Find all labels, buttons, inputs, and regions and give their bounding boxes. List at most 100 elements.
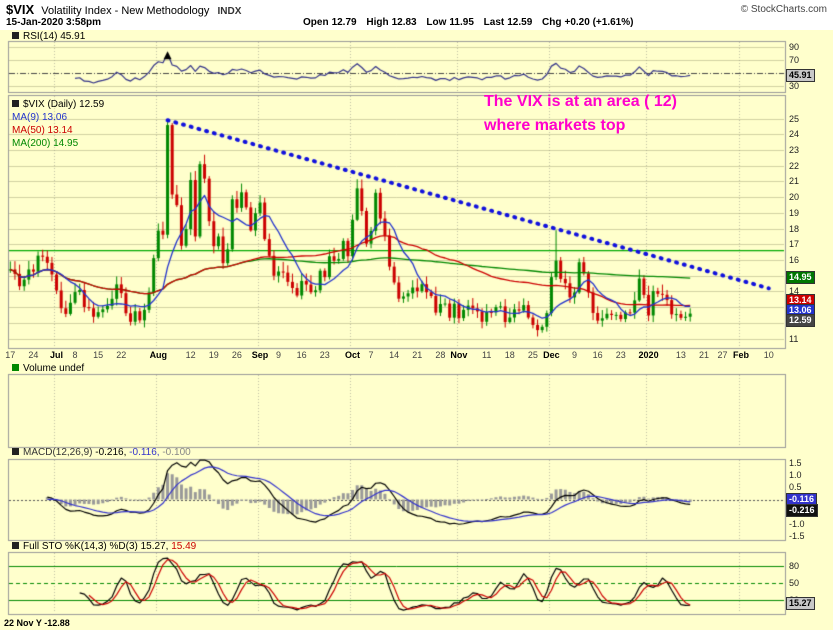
datetime: 15-Jan-2020 3:58pm	[6, 17, 102, 28]
rsi-panel-icon	[12, 32, 19, 39]
volume-label-text: Volume undef	[23, 363, 85, 374]
x-axis-label: 17	[5, 350, 16, 360]
chg-label: Chg	[542, 17, 562, 28]
last-value: 12.59	[507, 17, 533, 28]
high-label: High	[366, 17, 389, 28]
x-axis-label: 9	[276, 350, 282, 360]
macd-axis-label: 0.5	[789, 482, 802, 493]
price-axis-label: 14	[789, 286, 800, 297]
price-axis-label: 25	[789, 113, 800, 124]
price-axis-label: 24	[789, 129, 800, 140]
macd-axis-label: 1.5	[789, 458, 802, 469]
x-axis-label: 27	[717, 350, 728, 360]
chart-header: $VIX Volatility Index - New Methodology …	[0, 0, 833, 30]
macd-name: MACD(12,26,9)	[23, 447, 93, 458]
symbol: $VIX	[6, 2, 35, 17]
x-axis-label: 13	[675, 350, 686, 360]
price-axis-label: 17	[789, 239, 800, 250]
chart-annotation: The VIX is at an area ( 12) where market…	[484, 90, 677, 138]
x-axis-label: 14	[389, 350, 400, 360]
x-axis-label: Jul	[50, 350, 64, 360]
x-axis-label: 26	[231, 350, 242, 360]
x-axis-label: Aug	[149, 350, 168, 360]
price-axis-label: 19	[789, 207, 800, 218]
cropped-panel-label: 22 Nov Y -12.88	[4, 618, 70, 628]
macd-hist-value: -0.100	[162, 447, 191, 458]
low-label: Low	[426, 17, 447, 28]
price-axis-label: 16	[789, 255, 800, 266]
x-axis-label: 24	[28, 350, 39, 360]
sto-name: Full STO %K(14,3) %D(3)	[23, 541, 138, 552]
axis-value-box: 45.91	[786, 69, 815, 83]
price-axis-label: 23	[789, 145, 800, 156]
axis-value-box: -0.216	[786, 503, 818, 517]
x-axis-label: 2020	[638, 350, 659, 360]
price-axis-label: 22	[789, 160, 800, 171]
x-axis-label: 22	[116, 350, 127, 360]
last-label: Last	[483, 17, 505, 28]
volume-panel-icon	[12, 364, 19, 371]
x-axis-label: 11	[482, 350, 492, 360]
x-axis-label: 16	[296, 350, 307, 360]
x-axis-label: Sep	[251, 350, 269, 360]
chg-value: +0.20 (+1.61%)	[564, 17, 634, 28]
sto-d-value: 15.49	[171, 541, 197, 552]
rsi-axis-label: 30	[789, 80, 800, 91]
rsi-axis-label: 70	[789, 55, 800, 66]
sto-k-value: 15.27,	[140, 541, 169, 552]
x-axis-label: 15	[93, 350, 104, 360]
macd-axis-label: 1.0	[789, 470, 802, 481]
high-value: 12.83	[391, 17, 417, 28]
x-axis-label: 19	[208, 350, 219, 360]
rsi-axis-label: 90	[789, 42, 800, 53]
quote-row: Open 12.79 High 12.83 Low 11.95 Last 12.59 C…	[296, 17, 633, 28]
price-axis-label: 18	[789, 223, 800, 234]
annotation-line1: The VIX is at an area ( 12)	[484, 93, 677, 110]
x-axis-label: 8	[72, 350, 78, 360]
annotation-line2: where markets top	[484, 117, 626, 134]
sto-panel-label: Full STO %K(14,3) %D(3) 15.27, 15.49	[12, 541, 196, 552]
macd-signal-value: -0.116,	[129, 447, 160, 458]
low-value: 11.95	[449, 17, 474, 28]
index-name: Volatility Index - New Methodology	[41, 5, 210, 17]
rsi-label-text: RSI(14) 45.91	[23, 31, 86, 42]
x-axis-label: Dec	[543, 350, 560, 360]
axis-value-box: 15.27	[786, 597, 815, 611]
exchange: INDX	[217, 6, 242, 17]
macd-value: -0.216,	[95, 447, 127, 458]
price-axis-label: 11	[789, 333, 799, 344]
x-axis-label: 21	[699, 350, 710, 360]
rsi-panel-label: RSI(14) 45.91	[12, 31, 85, 42]
price-axis-label: 20	[789, 192, 800, 203]
x-axis-label: 7	[368, 350, 374, 360]
x-axis-label: 16	[592, 350, 603, 360]
x-axis-label: 12	[185, 350, 196, 360]
open-label: Open	[303, 17, 329, 28]
x-axis-label: 18	[504, 350, 515, 360]
legend-ma9: MA(9) 13.06	[12, 112, 68, 123]
sto-axis-label: 80	[789, 560, 800, 571]
sto-panel-icon	[12, 542, 19, 549]
macd-axis-label: -1.0	[789, 518, 805, 529]
legend-title-row: $VIX (Daily) 12.59	[12, 98, 104, 111]
price-panel-icon	[12, 100, 19, 107]
x-axis-label: 10	[763, 350, 774, 360]
open-value: 12.79	[331, 17, 357, 28]
x-axis-label: 23	[319, 350, 330, 360]
x-axis-label: 9	[572, 350, 578, 360]
x-axis-label: 28	[435, 350, 446, 360]
x-axis-label: Nov	[450, 350, 468, 360]
sto-axis-label: 50	[789, 578, 800, 588]
copyright: © StockCharts.com	[740, 4, 827, 15]
axis-value-box: 12.59	[786, 314, 815, 328]
legend-title: $VIX (Daily) 12.59	[23, 99, 105, 110]
x-axis-label: Feb	[733, 350, 750, 360]
x-axis-label: 25	[527, 350, 538, 360]
macd-axis-label: -1.5	[789, 530, 805, 541]
legend-ma200: MA(200) 14.95	[12, 138, 79, 149]
macd-panel-label: MACD(12,26,9) -0.216, -0.116, -0.100	[12, 447, 191, 458]
macd-panel-icon	[12, 448, 19, 455]
price-axis-label: 21	[789, 176, 800, 187]
